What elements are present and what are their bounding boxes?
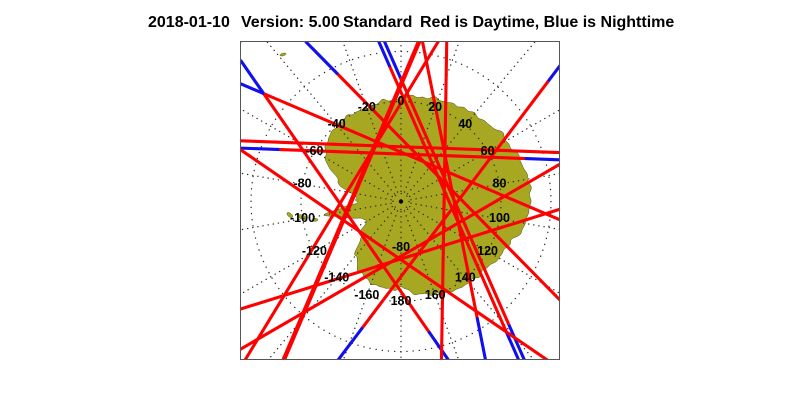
svg-text:-40: -40 <box>328 117 346 131</box>
svg-text:-120: -120 <box>302 244 327 258</box>
svg-text:-80: -80 <box>293 176 311 190</box>
svg-text:-20: -20 <box>358 100 376 114</box>
svg-text:40: 40 <box>458 117 472 131</box>
svg-text:80: 80 <box>493 176 507 190</box>
svg-text:20: 20 <box>428 100 442 114</box>
svg-text:-100: -100 <box>290 211 315 225</box>
svg-text:140: 140 <box>455 270 476 284</box>
svg-text:120: 120 <box>477 244 498 258</box>
svg-text:180: 180 <box>391 294 412 308</box>
svg-text:100: 100 <box>489 211 510 225</box>
svg-text:160: 160 <box>425 288 446 302</box>
svg-text:-140: -140 <box>324 270 349 284</box>
svg-text:60: 60 <box>481 144 495 158</box>
svg-text:-160: -160 <box>354 288 379 302</box>
svg-text:-60: -60 <box>305 144 323 158</box>
svg-text:0: 0 <box>398 94 405 108</box>
